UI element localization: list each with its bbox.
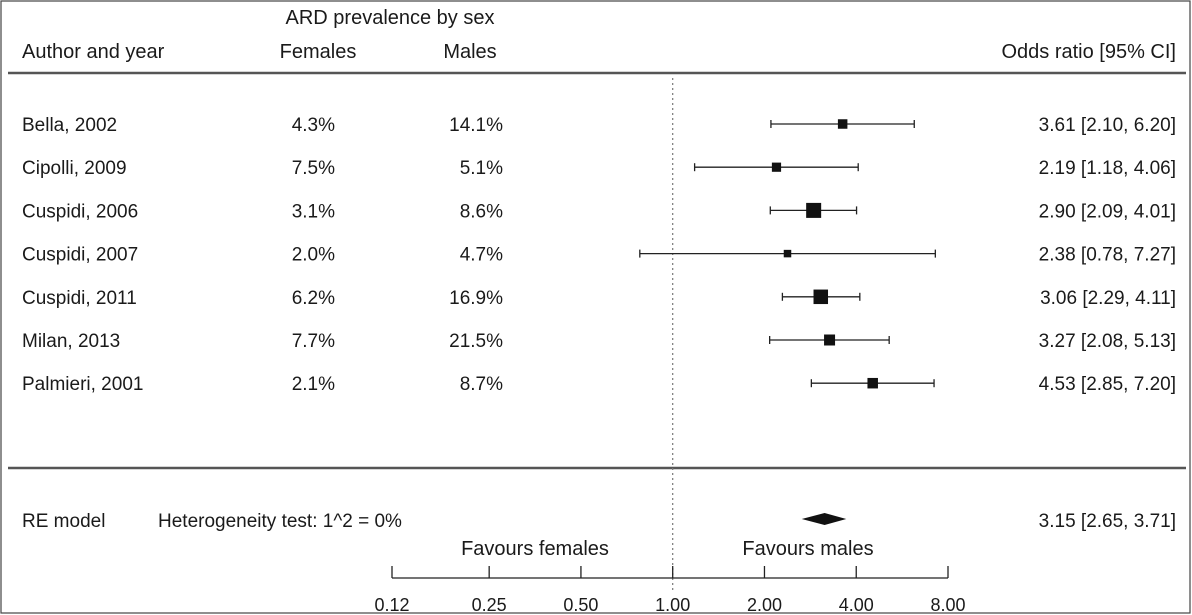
study-or-text: 3.27 [2.08, 5.13] <box>1039 331 1176 352</box>
study-label: Cuspidi, 2011 <box>22 288 137 309</box>
males-prevalence: 5.1% <box>460 158 503 179</box>
males-prevalence: 4.7% <box>460 245 503 266</box>
study-label: Cuspidi, 2006 <box>22 201 138 222</box>
point-estimate <box>824 334 836 346</box>
females-prevalence: 4.3% <box>292 115 335 136</box>
study-label: Palmieri, 2001 <box>22 374 143 395</box>
study-row: Palmieri, 2001 2.1% 8.7% 4.53 [2.85, 7.20] <box>22 374 1176 395</box>
females-prevalence: 3.1% <box>292 201 335 222</box>
study-row: Cuspidi, 2006 3.1% 8.6% 2.90 [2.09, 4.01] <box>22 201 1176 222</box>
point-estimate <box>813 289 829 305</box>
study-label: Cuspidi, 2007 <box>22 245 138 266</box>
study-row: Cipolli, 2009 7.5% 5.1% 2.19 [1.18, 4.06] <box>22 158 1176 179</box>
x-tick-label: 2.00 <box>747 595 782 615</box>
study-row: Cuspidi, 2011 6.2% 16.9% 3.06 [2.29, 4.11] <box>22 288 1176 309</box>
heterogeneity-text: Heterogeneity test: 1^2 = 0% <box>158 511 402 532</box>
study-or-text: 2.90 [2.09, 4.01] <box>1039 201 1176 222</box>
study-or-text: 2.19 [1.18, 4.06] <box>1039 158 1176 179</box>
study-or-text: 4.53 [2.85, 7.20] <box>1039 374 1176 395</box>
point-estimate <box>771 162 782 172</box>
study-or-text: 3.06 [2.29, 4.11] <box>1040 288 1176 309</box>
females-prevalence: 2.1% <box>292 374 335 395</box>
x-tick-label: 0.12 <box>374 595 409 615</box>
col-females-header: Females <box>280 41 357 63</box>
study-row: Bella, 2002 4.3% 14.1% 3.61 [2.10, 6.20] <box>22 115 1176 136</box>
study-row: Cuspidi, 2007 2.0% 4.7% 2.38 [0.78, 7.27] <box>22 245 1176 266</box>
summary-or-text: 3.15 [2.65, 3.71] <box>1039 511 1176 532</box>
males-prevalence: 21.5% <box>449 331 503 352</box>
summary-label: RE model <box>22 511 105 532</box>
males-prevalence: 8.7% <box>460 374 503 395</box>
x-axis: 0.12 0.25 0.50 1.00 2.00 4.00 8.00 <box>374 566 966 615</box>
col-or-header: Odds ratio [95% CI] <box>1001 41 1176 63</box>
study-label: Bella, 2002 <box>22 115 117 136</box>
males-prevalence: 16.9% <box>449 288 503 309</box>
point-estimate <box>806 202 822 218</box>
study-row: Milan, 2013 7.7% 21.5% 3.27 [2.08, 5.13] <box>22 331 1176 352</box>
study-label: Milan, 2013 <box>22 331 120 352</box>
point-estimate <box>867 377 878 389</box>
point-estimate <box>837 119 848 129</box>
females-prevalence: 7.5% <box>292 158 335 179</box>
males-prevalence: 8.6% <box>460 201 503 222</box>
x-tick-label: 4.00 <box>839 595 874 615</box>
favours-females-label: Favours females <box>461 538 609 560</box>
col-author-header: Author and year <box>22 41 165 63</box>
males-prevalence: 14.1% <box>449 115 503 136</box>
point-estimate <box>783 249 792 258</box>
summary-diamond <box>801 513 847 525</box>
group-title: ARD prevalence by sex <box>286 7 495 29</box>
study-or-text: 2.38 [0.78, 7.27] <box>1039 245 1176 266</box>
study-or-text: 3.61 [2.10, 6.20] <box>1039 115 1176 136</box>
females-prevalence: 7.7% <box>292 331 335 352</box>
females-prevalence: 2.0% <box>292 245 335 266</box>
study-label: Cipolli, 2009 <box>22 158 127 179</box>
females-prevalence: 6.2% <box>292 288 335 309</box>
x-tick-label: 0.50 <box>563 595 598 615</box>
x-tick-label: 8.00 <box>930 595 965 615</box>
favours-males-label: Favours males <box>742 538 873 560</box>
x-tick-label: 0.25 <box>472 595 507 615</box>
x-tick-label: 1.00 <box>655 595 690 615</box>
col-males-header: Males <box>443 41 496 63</box>
